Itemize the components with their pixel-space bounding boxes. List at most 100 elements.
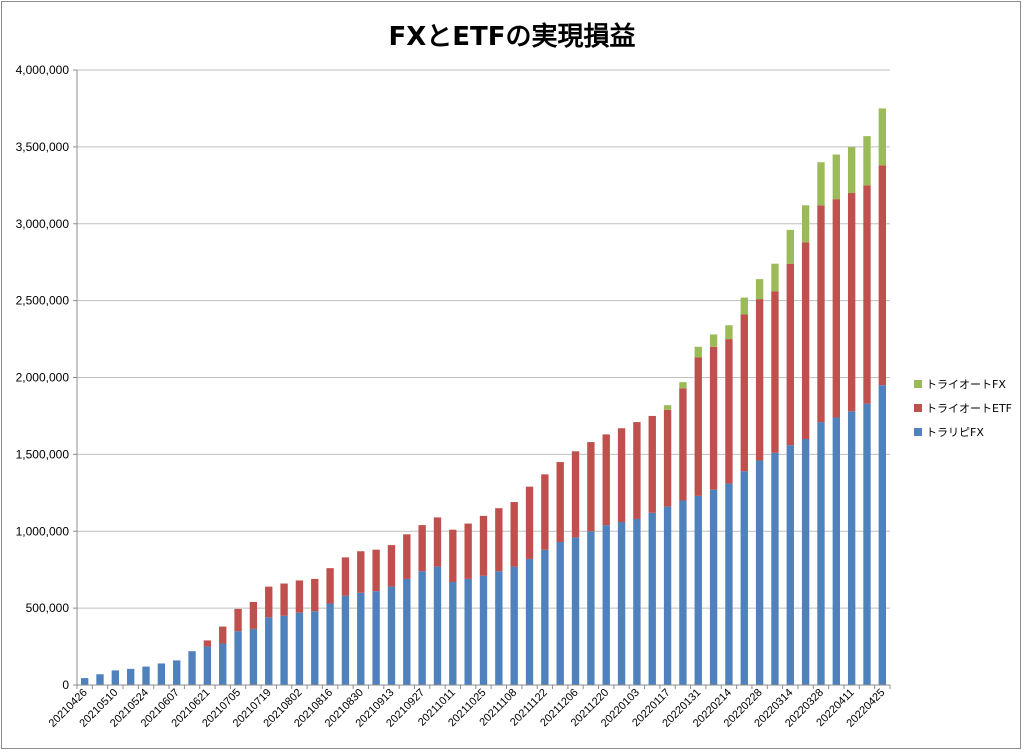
y-tick-label: 1,500,000: [16, 447, 70, 461]
bar-segment: [863, 136, 871, 186]
bar-segment: [495, 571, 503, 685]
bar-segment: [280, 583, 288, 616]
bar-segment: [587, 442, 595, 532]
bar-segment: [817, 422, 825, 685]
bar-segment: [295, 580, 304, 613]
bar-segment: [663, 506, 672, 685]
bar-segment: [326, 603, 334, 685]
bar-segment: [219, 643, 227, 685]
bar-segment: [847, 193, 856, 412]
bar-segment: [771, 291, 779, 453]
bar-segment: [280, 615, 288, 685]
bar-segment: [817, 205, 825, 423]
bar-segment: [80, 678, 89, 685]
bar-segment: [173, 660, 181, 685]
bar-segment: [418, 571, 426, 685]
bar-segment: [249, 601, 258, 629]
bar-segment: [464, 578, 472, 685]
bar-segment: [479, 575, 488, 685]
legend-swatch: [914, 380, 922, 388]
y-tick-label: 4,000,000: [16, 63, 70, 77]
bar-segment: [372, 591, 380, 685]
bar-segment: [219, 626, 227, 644]
bar-segment: [556, 542, 564, 685]
bar-segment: [357, 551, 365, 593]
bar-segment: [387, 545, 396, 587]
bar-segment: [617, 428, 626, 523]
bar-segment: [725, 325, 733, 340]
bar-segment: [863, 403, 871, 685]
bar-segment: [326, 568, 334, 604]
bar-segment: [679, 388, 687, 501]
bar-segment: [495, 508, 503, 572]
bar-segment: [847, 411, 856, 685]
bar-segment: [679, 382, 687, 389]
bar-segment: [541, 474, 549, 550]
bar-segment: [249, 628, 258, 685]
legend-swatch: [914, 428, 922, 436]
bar-segment: [541, 549, 549, 685]
y-tick-label: 3,000,000: [16, 217, 70, 231]
bar-segment: [234, 608, 242, 632]
bar-segment: [878, 385, 887, 685]
bar-segment: [387, 586, 396, 685]
bar-segment: [357, 592, 365, 685]
bar-segment: [403, 534, 411, 579]
bar-segment: [694, 346, 702, 358]
bar-segment: [403, 578, 411, 685]
bar-segment: [188, 651, 196, 685]
bar-segment: [433, 517, 442, 567]
bar-segment: [418, 525, 426, 572]
bar-segment: [602, 434, 610, 526]
bar-segment: [464, 523, 472, 579]
bar-segment: [786, 445, 794, 685]
bar-segment: [801, 242, 810, 439]
bar-segment: [863, 185, 871, 404]
y-tick-label: 500,000: [26, 601, 70, 615]
bar-segment: [265, 586, 273, 618]
chart-title: FXとETFの実現損益: [388, 22, 636, 52]
legend-swatch: [914, 404, 922, 412]
x-axis-ticks: 2021042620210510202105242021060720210621…: [47, 685, 891, 730]
bar-segment: [265, 617, 273, 685]
bar-segment: [740, 297, 748, 315]
bar-segment: [142, 666, 150, 685]
bar-segment: [617, 522, 626, 685]
bar-segment: [878, 165, 887, 386]
bar-segment: [449, 529, 457, 582]
bar-segment: [832, 154, 840, 200]
bar-segment: [725, 483, 733, 685]
bar-segment: [633, 422, 641, 519]
y-tick-label: 1,000,000: [16, 524, 70, 538]
legend-label: トライオートETF: [926, 402, 1012, 415]
bar-segment: [433, 566, 442, 685]
y-tick-label: 0: [62, 678, 69, 692]
bar-segment: [633, 518, 641, 685]
bar-segment: [510, 502, 518, 567]
bar-segment: [801, 205, 810, 243]
bar-segment: [571, 537, 580, 685]
bar-segment: [709, 489, 718, 685]
bar-segment: [786, 263, 794, 446]
legend-item: トライオートFX: [914, 372, 1012, 396]
y-tick-label: 2,000,000: [16, 371, 70, 385]
bar-segment: [203, 646, 212, 685]
bar-segment: [571, 451, 580, 538]
bar-segment: [556, 462, 564, 543]
y-axis-ticks: 0 500,000 1,000,000 1,500,000 2,000,000 2,500…: [16, 63, 77, 692]
y-tick-label: 3,500,000: [16, 140, 70, 154]
bar-segment: [234, 631, 242, 685]
bar-segment: [449, 581, 457, 685]
bar-segment: [295, 612, 304, 685]
bar-segment: [771, 263, 779, 292]
legend-item: トラリピFX: [914, 420, 1012, 444]
bar-segment: [755, 299, 764, 461]
bar-segment: [878, 108, 887, 166]
bar-segment: [725, 339, 733, 484]
bar-segment: [203, 640, 212, 647]
legend-label: トライオートFX: [926, 378, 1006, 391]
bar-segment: [679, 500, 687, 685]
bar-segment: [648, 415, 656, 513]
bars: [80, 108, 887, 685]
